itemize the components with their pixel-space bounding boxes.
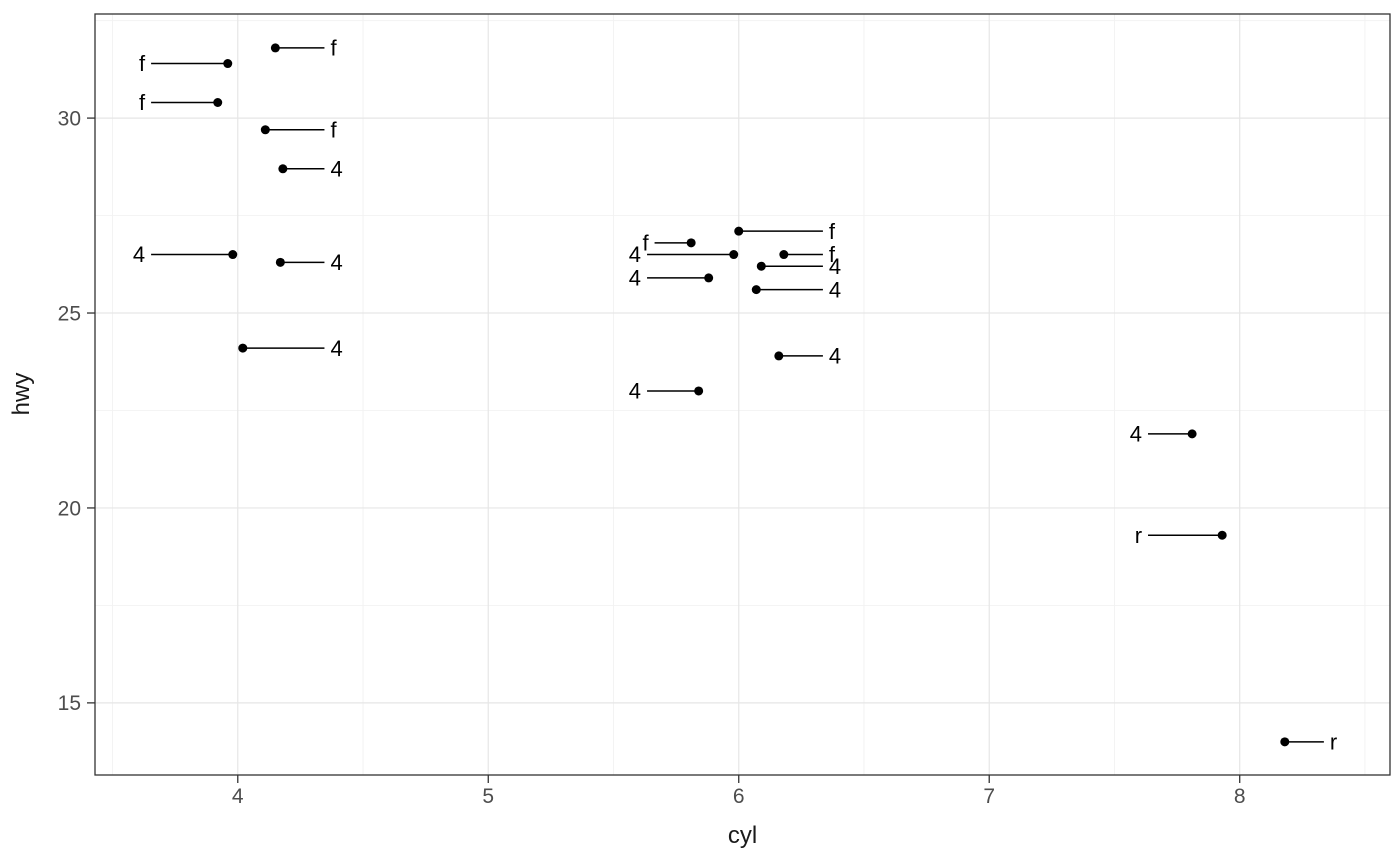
data-point bbox=[223, 59, 233, 69]
point-label: 4 bbox=[330, 336, 342, 361]
y-tick-label: 20 bbox=[58, 497, 81, 520]
point-label: f bbox=[330, 117, 337, 142]
y-tick-label: 30 bbox=[58, 107, 81, 130]
data-point bbox=[278, 164, 288, 174]
point-label: 4 bbox=[629, 266, 641, 291]
point-label: f bbox=[139, 51, 146, 76]
x-tick-label: 8 bbox=[1234, 785, 1246, 808]
x-tick-label: 5 bbox=[482, 785, 494, 808]
data-point bbox=[756, 261, 766, 271]
data-point bbox=[729, 250, 739, 260]
data-point bbox=[260, 125, 270, 135]
panel-background bbox=[95, 14, 1390, 775]
point-label: 4 bbox=[829, 277, 841, 302]
data-point bbox=[1280, 737, 1290, 747]
x-tick-label: 6 bbox=[733, 785, 745, 808]
point-label: f bbox=[139, 90, 146, 115]
point-label: 4 bbox=[829, 344, 841, 369]
y-tick-label: 15 bbox=[58, 692, 81, 715]
point-label: f bbox=[829, 242, 836, 267]
data-point bbox=[704, 273, 714, 283]
data-point bbox=[275, 257, 285, 267]
data-point bbox=[779, 250, 789, 260]
data-point bbox=[694, 386, 704, 396]
point-label: 4 bbox=[133, 242, 145, 267]
point-label: 4 bbox=[629, 242, 641, 267]
data-point bbox=[734, 226, 744, 236]
point-label: r bbox=[1330, 730, 1337, 755]
data-point bbox=[686, 238, 696, 248]
data-point bbox=[1217, 530, 1227, 540]
y-tick-label: 25 bbox=[58, 302, 81, 325]
y-axis-title: hwy bbox=[8, 372, 35, 416]
data-point bbox=[1187, 429, 1197, 439]
panel-border bbox=[94, 13, 1391, 776]
data-point bbox=[751, 285, 761, 295]
x-axis-title: cyl bbox=[727, 822, 758, 849]
data-point bbox=[238, 343, 248, 353]
data-point bbox=[270, 43, 280, 53]
point-label: 4 bbox=[330, 156, 342, 181]
point-label: r bbox=[1135, 523, 1142, 548]
point-label: f bbox=[330, 36, 337, 61]
point-label: f bbox=[642, 231, 649, 256]
x-tick-label: 4 bbox=[232, 785, 244, 808]
point-label: f bbox=[829, 219, 836, 244]
data-point bbox=[213, 97, 223, 107]
point-label: 4 bbox=[629, 379, 641, 404]
point-label: 4 bbox=[1130, 422, 1142, 447]
point-label: 4 bbox=[330, 250, 342, 275]
data-point bbox=[774, 351, 784, 361]
data-point bbox=[228, 250, 238, 260]
point-label: 4 bbox=[829, 254, 841, 279]
x-tick-label: 7 bbox=[983, 785, 995, 808]
